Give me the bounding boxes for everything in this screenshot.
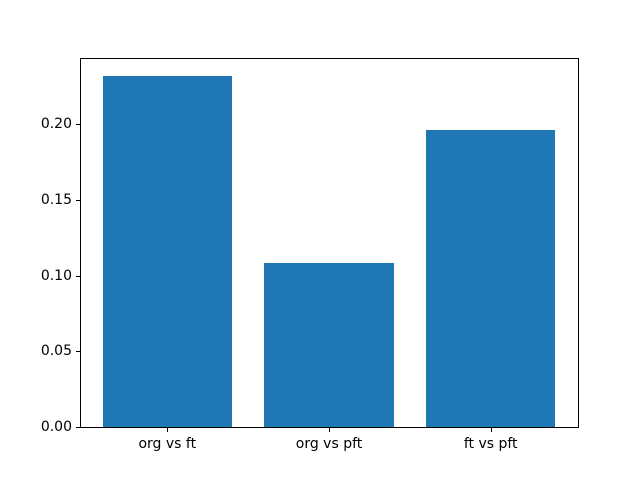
x-tick-label-org-vs-pft: org vs pft xyxy=(295,436,363,452)
bar-ft-vs-pft xyxy=(426,130,556,427)
y-tick-mark xyxy=(76,275,80,277)
bar-org-vs-ft xyxy=(102,75,232,427)
y-tick-label: 0.15 xyxy=(40,191,72,208)
y-tick-label: 0.00 xyxy=(40,419,72,435)
x-tick-label-ft-vs-pft: ft vs pft xyxy=(463,436,518,452)
y-tick-label: 0.05 xyxy=(40,343,72,360)
x-tick-label-org-vs-ft: org vs ft xyxy=(138,436,197,452)
y-tick-mark xyxy=(76,427,80,428)
y-tick-mark xyxy=(76,124,80,126)
bar-org-vs-pft xyxy=(264,263,394,427)
y-tick-mark xyxy=(76,351,80,353)
x-tick-mark xyxy=(167,428,169,432)
x-tick-mark xyxy=(329,428,330,432)
plot-area xyxy=(80,58,579,428)
y-tick-label: 0.20 xyxy=(40,116,72,133)
x-tick-mark xyxy=(490,428,492,432)
y-tick-mark xyxy=(76,199,80,201)
y-tick-label: 0.10 xyxy=(40,267,72,284)
